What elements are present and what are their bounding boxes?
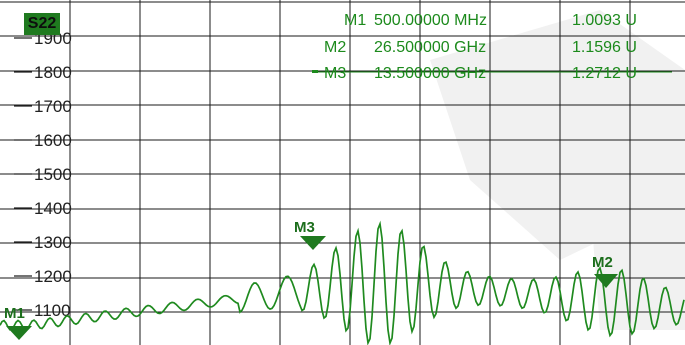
marker-1-frequency: 500.00000 MHz xyxy=(374,12,487,29)
marker-2-frequency: 26.500000 GHz xyxy=(374,39,486,56)
marker-m1-label: M1 xyxy=(4,305,25,322)
marker-m3-triangle-icon xyxy=(300,236,326,250)
trace-badge: S22 xyxy=(24,13,60,35)
y-tick-label: 1300 xyxy=(34,233,72,252)
y-tick-label: 1100 xyxy=(34,301,71,320)
marker-2-value: 1.1596 U xyxy=(572,39,637,56)
marker-m2-triangle-icon xyxy=(594,274,618,288)
marker-m1-triangle-icon xyxy=(6,326,32,340)
trace-markers: M3 M2 M1 xyxy=(4,219,618,340)
marker-m3: M3 xyxy=(294,219,326,250)
y-tick-label: 1200 xyxy=(34,267,72,286)
marker-readout: M1 500.00000 MHz 1.0093 U M2 26.500000 G… xyxy=(312,12,672,82)
marker-m3-label: M3 xyxy=(294,219,315,236)
marker-2-name: M2 xyxy=(324,39,346,56)
y-tick-label: 1400 xyxy=(34,199,72,218)
y-tick-label: 1700 xyxy=(34,97,72,116)
y-tick-label: 1600 xyxy=(34,131,72,150)
marker-3-frequency: 13.500000 GHz xyxy=(374,65,486,82)
marker-m2-label: M2 xyxy=(592,254,613,271)
marker-3-name: M3 xyxy=(324,65,346,82)
marker-m1: M1 xyxy=(4,305,32,340)
s22-trace xyxy=(0,220,685,345)
marker-3-value: 1.2712 U xyxy=(572,65,637,82)
marker-1-value: 1.0093 U xyxy=(572,12,637,29)
y-tick-label: 1500 xyxy=(34,165,72,184)
y-tick-label: 1800 xyxy=(34,63,72,82)
marker-m2: M2 xyxy=(592,254,618,288)
marker-1-name: M1 xyxy=(344,12,366,29)
